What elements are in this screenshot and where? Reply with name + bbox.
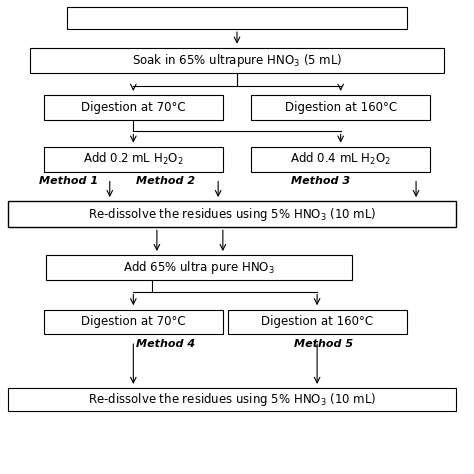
FancyBboxPatch shape	[44, 147, 223, 172]
Text: Method 2: Method 2	[136, 176, 195, 186]
FancyBboxPatch shape	[44, 95, 223, 119]
Text: Method 1: Method 1	[39, 176, 98, 186]
Text: Digestion at 160°C: Digestion at 160°C	[261, 315, 373, 328]
FancyBboxPatch shape	[9, 388, 456, 411]
Text: Soak in 65% ultrapure HNO$_3$ (5 mL): Soak in 65% ultrapure HNO$_3$ (5 mL)	[132, 52, 342, 69]
Text: Method 4: Method 4	[136, 339, 195, 349]
FancyBboxPatch shape	[251, 147, 430, 172]
FancyBboxPatch shape	[9, 201, 456, 228]
Text: Digestion at 70°C: Digestion at 70°C	[81, 315, 186, 328]
Text: Method 3: Method 3	[291, 176, 350, 186]
FancyBboxPatch shape	[67, 7, 407, 29]
Text: Digestion at 70°C: Digestion at 70°C	[81, 101, 186, 114]
Text: Digestion at 160°C: Digestion at 160°C	[284, 101, 397, 114]
Text: Re-dissolve the residues using 5% HNO$_3$ (10 mL): Re-dissolve the residues using 5% HNO$_3…	[88, 206, 376, 223]
FancyBboxPatch shape	[46, 255, 353, 280]
FancyBboxPatch shape	[251, 95, 430, 119]
Text: Add 0.2 mL H$_2$O$_2$: Add 0.2 mL H$_2$O$_2$	[83, 151, 183, 167]
Text: Add 65% ultra pure HNO$_3$: Add 65% ultra pure HNO$_3$	[123, 259, 275, 276]
Text: Re-dissolve the residues using 5% HNO$_3$ (10 mL): Re-dissolve the residues using 5% HNO$_3…	[88, 391, 376, 408]
Text: Method 5: Method 5	[293, 339, 353, 349]
FancyBboxPatch shape	[228, 310, 407, 334]
FancyBboxPatch shape	[44, 310, 223, 334]
FancyBboxPatch shape	[30, 48, 444, 73]
Text: Add 0.4 mL H$_2$O$_2$: Add 0.4 mL H$_2$O$_2$	[290, 151, 391, 167]
